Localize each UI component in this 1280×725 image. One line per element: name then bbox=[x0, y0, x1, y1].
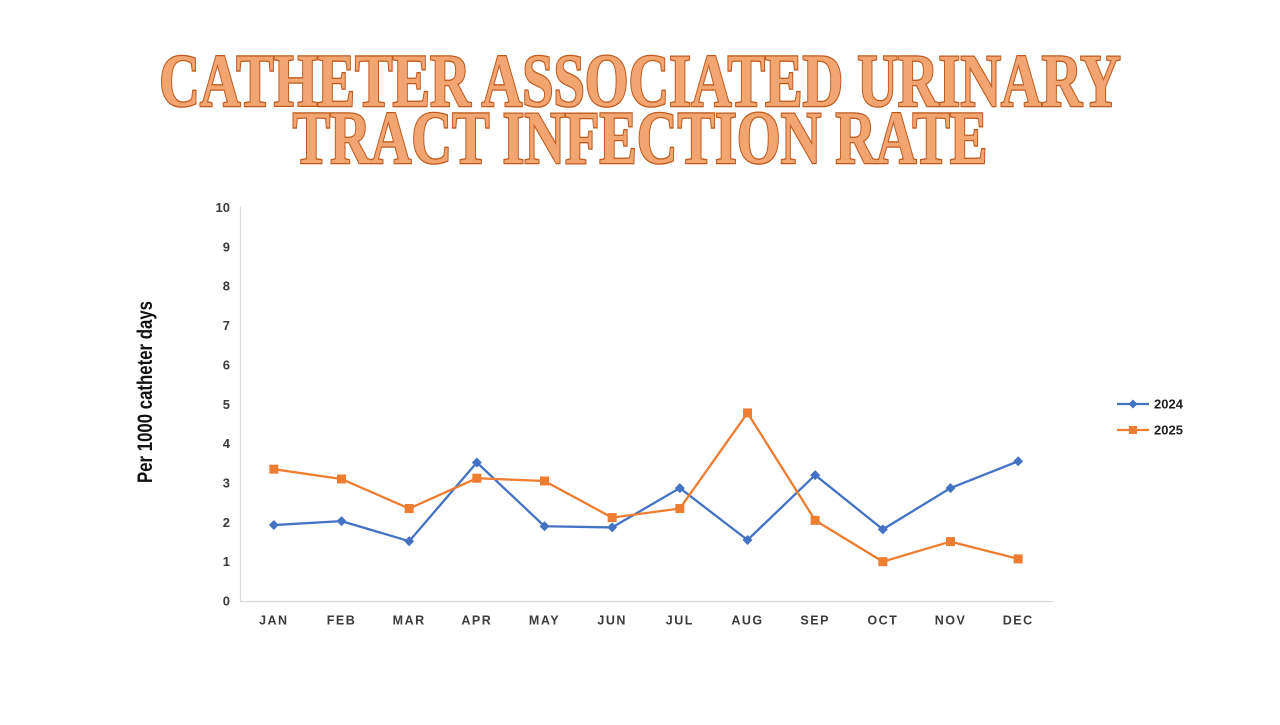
x-tick-label-aug: AUG bbox=[731, 614, 763, 628]
marker-2024-jan bbox=[268, 520, 279, 531]
marker-2024-may bbox=[539, 521, 550, 532]
marker-2025-jul bbox=[675, 504, 685, 514]
marker-2025-nov bbox=[946, 537, 955, 547]
marker-2024-sep bbox=[810, 470, 821, 481]
marker-2025-jan bbox=[269, 464, 279, 474]
y-tick-label: 7 bbox=[223, 318, 230, 333]
x-tick-label-jun: JUN bbox=[597, 614, 627, 628]
chart-title-line2: TRACT INFECTION RATE bbox=[293, 97, 988, 180]
x-tick-label-mar: MAR bbox=[393, 614, 426, 628]
x-tick-label-oct: OCT bbox=[867, 614, 898, 628]
y-tick-label: 8 bbox=[223, 279, 230, 294]
marker-2024-jun bbox=[607, 522, 618, 533]
legend-label-2024: 2024 bbox=[1154, 397, 1184, 412]
y-axis-title: Per 1000 catheter days bbox=[134, 301, 157, 483]
x-tick-label-apr: APR bbox=[461, 614, 492, 628]
y-tick-label: 9 bbox=[223, 239, 230, 254]
marker-2025-mar bbox=[404, 504, 414, 514]
x-tick-label-sep: SEP bbox=[800, 614, 830, 628]
marker-2024-mar bbox=[404, 536, 415, 547]
y-tick-label: 6 bbox=[223, 357, 230, 372]
y-tick-label: 3 bbox=[223, 475, 230, 490]
marker-2024-nov bbox=[945, 483, 956, 494]
y-tick-label: 0 bbox=[223, 594, 230, 609]
axis-lines bbox=[239, 206, 1053, 603]
x-tick-label-jan: JAN bbox=[259, 614, 289, 628]
marker-2024-aug bbox=[742, 535, 753, 546]
marker-2025-apr bbox=[472, 473, 482, 483]
marker-2024-feb bbox=[336, 516, 347, 527]
marker-2024-dec bbox=[1013, 456, 1024, 467]
marker-2024-oct bbox=[877, 524, 888, 535]
x-tick-label-nov: NOV bbox=[935, 614, 967, 628]
legend-entry-2024: 2024 bbox=[1117, 397, 1184, 412]
axis-layer: 0 1 2 3 4 5 6 7 8 9 10 JAN FEB MAR APR MAY JUN JUL AUG SEP O… bbox=[216, 200, 1053, 628]
chart-title-line1: CATHETER ASSOCIATED URINARY bbox=[159, 40, 1121, 123]
series-line-2024 bbox=[272, 460, 1020, 543]
marker-2024-jul bbox=[674, 483, 685, 494]
series-line-2025 bbox=[272, 411, 1020, 563]
marker-2025-aug bbox=[743, 408, 752, 418]
y-tick-label: 2 bbox=[223, 515, 230, 530]
legend-marker-2025 bbox=[1129, 426, 1137, 434]
legend-entry-2025: 2025 bbox=[1117, 423, 1183, 438]
x-tick-label-may: MAY bbox=[529, 614, 560, 628]
marker-2025-may bbox=[540, 476, 549, 486]
legend: 2024 2025 bbox=[1117, 397, 1184, 438]
x-tick-label-feb: FEB bbox=[327, 614, 357, 628]
marker-2025-dec bbox=[1013, 554, 1023, 564]
marker-2025-sep bbox=[810, 515, 820, 525]
y-tick-label: 4 bbox=[223, 436, 231, 451]
y-tick-label: 5 bbox=[223, 397, 230, 412]
plot-layer bbox=[268, 408, 1024, 567]
x-tick-label-dec: DEC bbox=[1003, 614, 1034, 628]
y-tick-label: 1 bbox=[223, 554, 230, 569]
marker-2025-feb bbox=[337, 474, 346, 484]
marker-2025-jun bbox=[607, 513, 617, 523]
legend-marker-2024 bbox=[1128, 399, 1138, 409]
marker-2025-oct bbox=[878, 557, 888, 567]
legend-label-2025: 2025 bbox=[1154, 423, 1183, 438]
marker-2024-apr bbox=[471, 457, 482, 468]
y-tick-label: 10 bbox=[216, 200, 230, 215]
x-tick-label-jul: JUL bbox=[666, 614, 694, 628]
